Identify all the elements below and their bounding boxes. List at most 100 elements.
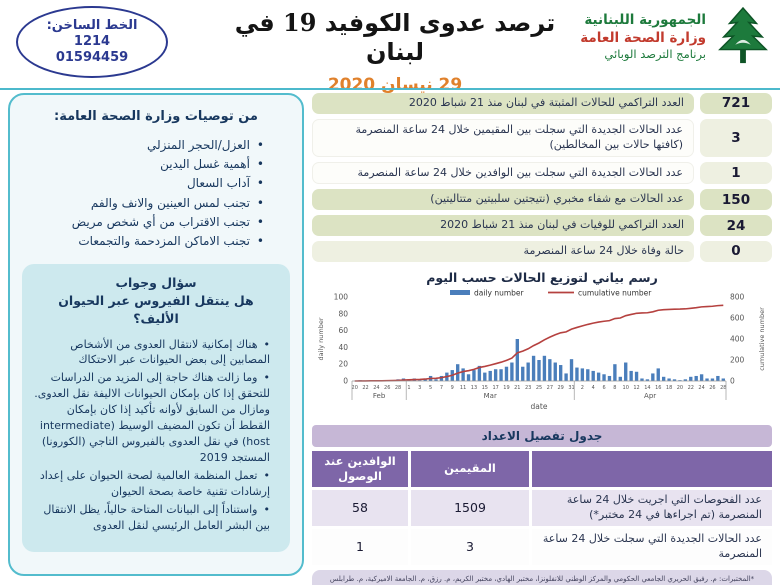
stat-label: العدد التراكمي للوفيات في لبنان منذ 21 ش… [312, 215, 694, 237]
svg-text:22: 22 [688, 385, 694, 391]
recommendation-item: آداب السعال [22, 174, 264, 193]
svg-text:8: 8 [613, 385, 616, 391]
stat-row-recovered: عدد الحالات مع شفاء مخبري (نتيجتين سلبيت… [312, 189, 772, 211]
svg-text:11: 11 [460, 385, 466, 391]
stat-row-new-deaths: حالة وفاة خلال 24 ساعة المنصرمة 0 [312, 241, 772, 262]
svg-text:2: 2 [581, 385, 584, 391]
table-row-tests-label: عدد الفحوصات التي اجريت خلال 24 ساعة الم… [532, 489, 772, 526]
svg-text:18: 18 [666, 385, 672, 391]
ministry-block: الجمهورية اللبنانية وزارة الصحة العامة ب… [580, 6, 772, 68]
svg-text:24: 24 [373, 385, 379, 391]
hotline-badge: الخط الساخن: 1214 01594459 [16, 6, 168, 78]
svg-text:12: 12 [633, 385, 639, 391]
svg-text:20: 20 [338, 360, 348, 369]
svg-text:29: 29 [557, 385, 563, 391]
svg-text:9: 9 [451, 385, 454, 391]
report-date: 29 نيسان 2020 [327, 75, 463, 95]
svg-text:26: 26 [384, 385, 390, 391]
svg-text:date: date [531, 402, 548, 411]
svg-text:22: 22 [362, 385, 368, 391]
svg-text:1: 1 [407, 385, 410, 391]
table-header-arrivals: الوافدين عند الوصول [312, 450, 408, 487]
chart-title: رسم بياني لتوزيع الحالات حسب اليوم [426, 269, 658, 285]
svg-text:40: 40 [338, 343, 348, 352]
table-header-residents: المقيمين [411, 450, 529, 487]
stat-label: حالة وفاة خلال 24 ساعة المنصرمة [312, 241, 694, 262]
stat-value: 721 [700, 93, 772, 114]
svg-text:60: 60 [338, 326, 348, 335]
svg-text:15: 15 [482, 385, 488, 391]
advice-panel: من توصيات وزارة الصحة العامة: العزل/الحج… [8, 93, 304, 576]
header: الخط الساخن: 1214 01594459 ترصد عدوى الك… [0, 0, 780, 95]
svg-text:0: 0 [730, 376, 735, 385]
hotline-number-short: 1214 [73, 33, 111, 49]
svg-text:5: 5 [429, 385, 432, 391]
svg-text:cumulative number: cumulative number [758, 307, 766, 371]
svg-text:0: 0 [343, 376, 348, 385]
stat-label: عدد الحالات الجديدة التي سجلت بين الوافد… [312, 161, 694, 185]
stat-row-new-resident-cases: عدد الحالات الجديدة التي سجلت بين المقيم… [312, 118, 772, 157]
stat-value: 150 [700, 189, 772, 211]
svg-text:20: 20 [352, 385, 358, 391]
svg-text:16: 16 [655, 385, 661, 391]
qa-item: واستناداً إلى البيانات المتاحة حالياً، ي… [34, 502, 270, 534]
svg-text:24: 24 [698, 385, 704, 391]
recommendation-item: العزل/الحجر المنزلي [22, 136, 264, 155]
svg-text:17: 17 [492, 385, 498, 391]
qa-item: هناك إمكانية لانتقال العدوى من الأشخاص ا… [34, 337, 270, 369]
stat-row-cumulative-cases: العدد التراكمي للحالات المثبتة في لبنان … [312, 93, 772, 114]
ministry-line-moph: وزارة الصحة العامة [580, 30, 706, 47]
daily-cases-chart: daily number cumulative number 0 20 40 60 80 10… [316, 287, 768, 421]
svg-text:13: 13 [471, 385, 477, 391]
stat-row-new-arrival-cases: عدد الحالات الجديدة التي سجلت بين الوافد… [312, 161, 772, 185]
content: من توصيات وزارة الصحة العامة: العزل/الحج… [0, 93, 780, 585]
stats-list: العدد التراكمي للحالات المثبتة في لبنان … [312, 93, 772, 262]
ministry-line-esu: برنامج الترصد الوبائي [604, 47, 706, 62]
svg-text:600: 600 [730, 313, 745, 322]
svg-text:28: 28 [395, 385, 401, 391]
ministry-lines: الجمهورية اللبنانية وزارة الصحة العامة ب… [580, 11, 706, 63]
svg-text:26: 26 [709, 385, 715, 391]
svg-text:400: 400 [730, 334, 745, 343]
cedar-logo-icon [718, 6, 768, 64]
details-table: المقيمين الوافدين عند الوصول عدد الفحوصا… [312, 450, 772, 565]
table-title: جدول تفصيل الاعداد [312, 424, 772, 447]
svg-text:19: 19 [503, 385, 509, 391]
svg-text:daily number: daily number [317, 317, 325, 360]
qa-title-line2: هل ينتقل الفيروس عبر الحيوان الأليف؟ [58, 293, 254, 327]
svg-text:6: 6 [602, 385, 605, 391]
recommendation-item: أهمية غسل اليدين [22, 155, 264, 174]
svg-text:3: 3 [418, 385, 421, 391]
table-row-newcases-residents: 3 [411, 528, 529, 565]
details-table-section: جدول تفصيل الاعداد المقيمين الوافدين عند… [312, 424, 772, 585]
stat-value: 3 [700, 118, 772, 157]
svg-text:25: 25 [536, 385, 542, 391]
svg-text:31: 31 [568, 385, 574, 391]
qa-item: وما زالت هناك حاجة إلى المزيد من الدراسا… [34, 370, 270, 466]
recommendation-item: تجنب الاقتراب من أي شخص مريض [22, 213, 264, 232]
stat-value: 24 [700, 215, 772, 237]
svg-text:Feb: Feb [373, 392, 386, 400]
table-row-tests-arrivals: 58 [312, 489, 408, 526]
svg-text:80: 80 [338, 309, 348, 318]
svg-text:Mar: Mar [484, 392, 497, 400]
hotline-number-long: 01594459 [55, 50, 129, 66]
ministry-line-republic: الجمهورية اللبنانية [584, 12, 706, 29]
table-row-newcases-arrivals: 1 [312, 528, 408, 565]
qa-box: سؤال وجواب هل ينتقل الفيروس عبر الحيوان … [22, 264, 290, 553]
table-row-tests-residents: 1509 [411, 489, 529, 526]
svg-text:cumulative number: cumulative number [578, 288, 652, 297]
svg-text:23: 23 [525, 385, 531, 391]
svg-text:21: 21 [514, 385, 520, 391]
svg-text:28: 28 [720, 385, 726, 391]
title-block: ترصد عدوى الكوفيد 19 في لبنان 29 نيسان 2… [225, 8, 565, 95]
recommendation-item: تجنب لمس العينين والانف والفم [22, 194, 264, 213]
recommendations-list: العزل/الحجر المنزلي أهمية غسل اليدين آدا… [22, 136, 290, 251]
hotline-label: الخط الساخن: [46, 17, 138, 33]
svg-text:100: 100 [334, 292, 349, 301]
stat-row-cumulative-deaths: العدد التراكمي للوفيات في لبنان منذ 21 ش… [312, 215, 772, 237]
svg-text:4: 4 [592, 385, 595, 391]
stat-label: العدد التراكمي للحالات المثبتة في لبنان … [312, 93, 694, 114]
table-row-newcases-label: عدد الحالات الجديدة التي سجلت خلال 24 سا… [532, 528, 772, 565]
